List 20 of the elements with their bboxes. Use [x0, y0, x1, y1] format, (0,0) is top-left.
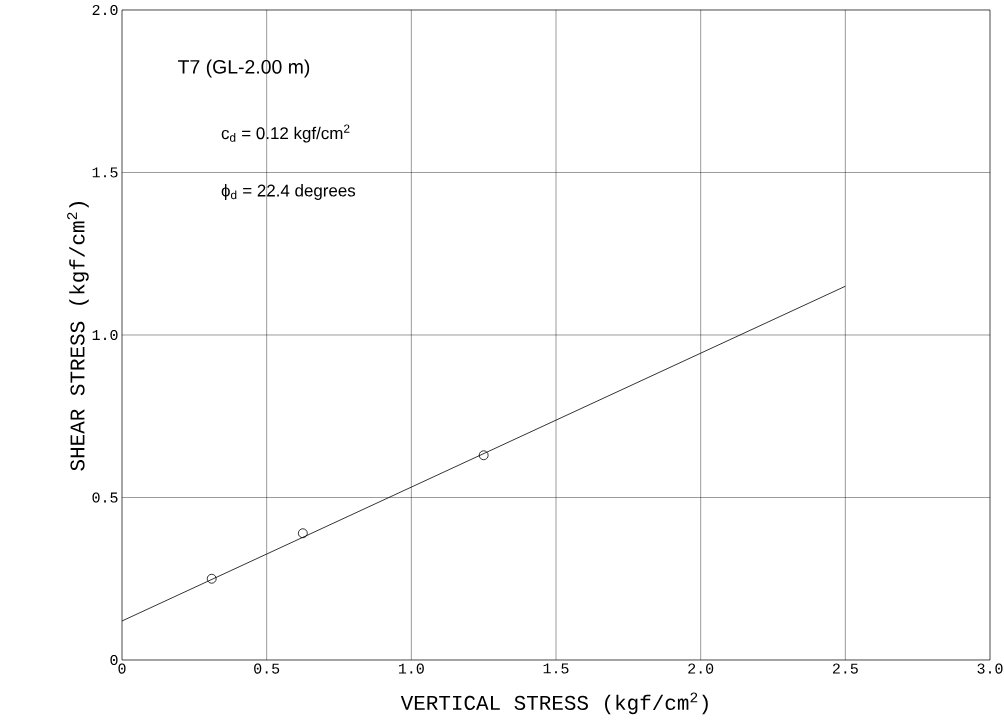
x-axis-title: VERTICAL STRESS (kgf/cm$^{2}$) — [400, 692, 708, 715]
y-tick-label: 1.5 — [92, 167, 118, 178]
x-tick-label: 1.5 — [543, 663, 569, 674]
annotation: ϕ$_{d}$ = 22.4 degrees — [221, 184, 356, 200]
point — [206, 573, 217, 584]
y-tick-label: 0.5 — [92, 492, 118, 503]
x-tick-label: 2.5 — [832, 663, 858, 674]
point — [297, 528, 308, 539]
point — [478, 450, 489, 461]
x-tick-label: 1.0 — [398, 663, 424, 674]
y-axis-title: SHEAR STRESS (kgf/cm$^{2}$) — [67, 202, 89, 471]
y-tick-label: 2.0 — [92, 4, 118, 16]
x-tick-label: 0.5 — [254, 663, 280, 674]
x-tick-label: 3.0 — [977, 663, 1003, 674]
x-tick-label: 0 — [118, 663, 126, 674]
y-tick-label: 0 — [110, 654, 118, 666]
y-tick-label: 1.0 — [92, 329, 118, 341]
annotation: c$_{d}$ = 0.12 kgf/cm$^{2}$ — [221, 124, 350, 143]
annotation: T7 (GL-2.00 m) — [178, 59, 310, 78]
x-tick-label: 2.0 — [688, 663, 714, 674]
